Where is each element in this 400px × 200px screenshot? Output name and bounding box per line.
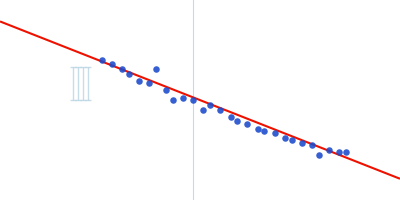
Point	[119, 67, 125, 71]
Point	[298, 141, 305, 144]
Point	[336, 151, 342, 154]
Point	[316, 153, 322, 156]
Point	[309, 144, 315, 147]
Point	[153, 67, 159, 71]
Point	[227, 115, 234, 118]
Point	[282, 136, 288, 140]
Point	[254, 127, 261, 130]
Point	[136, 79, 142, 83]
Point	[207, 103, 213, 106]
Point	[288, 139, 295, 142]
Point	[170, 98, 176, 102]
Point	[244, 122, 251, 125]
Point	[200, 108, 206, 111]
Point	[180, 96, 186, 99]
Point	[261, 129, 268, 133]
Point	[234, 120, 240, 123]
Point	[326, 148, 332, 152]
Point	[342, 151, 349, 154]
Point	[98, 58, 105, 61]
Point	[109, 63, 115, 66]
Point	[217, 108, 224, 111]
Point	[163, 89, 169, 92]
Point	[146, 82, 152, 85]
Point	[126, 72, 132, 75]
Point	[271, 132, 278, 135]
Point	[190, 98, 196, 102]
